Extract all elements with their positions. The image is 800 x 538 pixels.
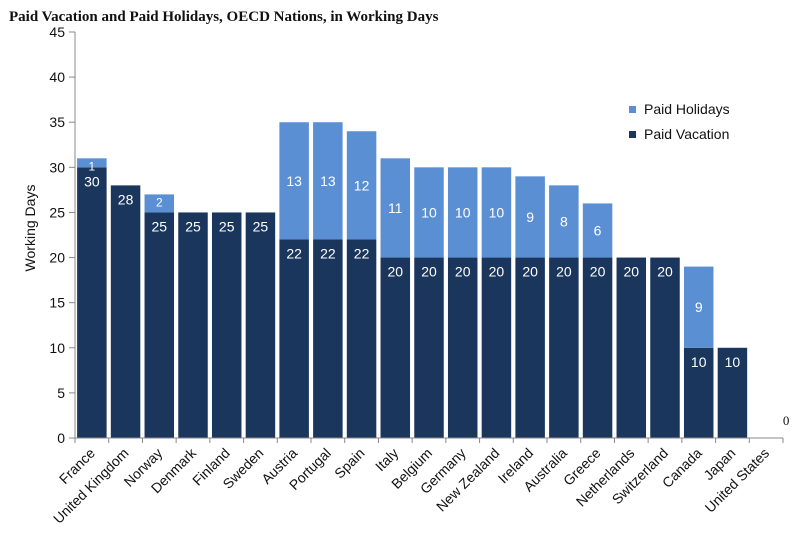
bar-paid-vacation (144, 212, 175, 438)
y-tick-label: 40 (49, 69, 65, 85)
bars: 301 28 25 2 25 25 25 22 13 22 13 22 12 20 11 20 10 20 10 20… (77, 122, 790, 439)
bar-paid-vacation (481, 257, 512, 438)
data-label-paid-holidays: 10 (489, 204, 505, 220)
bar-paid-holidays (481, 167, 512, 258)
y-tick-label: 35 (49, 114, 65, 130)
bar-paid-holidays (313, 122, 343, 240)
bar-paid-vacation (447, 257, 478, 438)
bar-paid-holidays (515, 176, 545, 258)
y-tick-label: 30 (49, 159, 65, 175)
bar-paid-vacation (414, 257, 444, 438)
data-label-paid-vacation: 20 (522, 264, 538, 280)
bar-paid-vacation (279, 239, 309, 438)
bar-paid-vacation (683, 347, 714, 438)
y-tick-label: 5 (57, 385, 65, 401)
data-label-paid-vacation: 20 (489, 264, 505, 280)
bar-paid-vacation (178, 212, 208, 438)
data-label-paid-vacation: 25 (253, 218, 269, 234)
data-label-paid-vacation: 20 (387, 264, 403, 280)
data-label-paid-holidays: 12 (354, 177, 370, 193)
bar-paid-vacation (313, 239, 343, 438)
bar-paid-vacation (650, 257, 680, 438)
bar-paid-vacation (77, 167, 107, 439)
data-label-paid-holidays: 8 (560, 213, 568, 229)
bar-paid-vacation (549, 257, 579, 438)
data-label-paid-holidays: 13 (320, 173, 336, 189)
bar-paid-holidays (346, 131, 377, 240)
data-label-paid-vacation: 28 (118, 191, 134, 207)
legend-swatch (629, 106, 636, 113)
legend-swatch (629, 131, 636, 138)
data-label-paid-vacation: 25 (151, 218, 167, 234)
y-tick-label: 15 (49, 295, 65, 311)
data-label-paid-vacation: 22 (354, 246, 370, 262)
data-label-paid-vacation: 20 (455, 264, 471, 280)
y-axis-label: Working Days (22, 185, 38, 272)
bar-paid-vacation (211, 212, 242, 438)
data-label-paid-vacation: 10 (725, 354, 741, 370)
bar-paid-holidays (549, 185, 579, 258)
bar-paid-vacation (717, 347, 748, 438)
y-tick-label: 45 (49, 24, 65, 40)
data-label-paid-vacation: 0 (783, 413, 790, 428)
bar-paid-holidays (414, 167, 444, 258)
y-tick-label: 0 (57, 430, 65, 446)
data-label-paid-holidays: 9 (526, 209, 534, 225)
data-label-paid-vacation: 20 (657, 264, 673, 280)
bar-paid-vacation (110, 185, 141, 438)
legend-label: Paid Vacation (644, 126, 729, 142)
bar-paid-vacation (515, 257, 545, 438)
data-label-paid-holidays: 10 (455, 204, 471, 220)
y-tick-label: 10 (49, 340, 65, 356)
bar-paid-holidays (279, 122, 309, 240)
data-label-paid-vacation: 22 (320, 246, 336, 262)
data-label-paid-vacation: 20 (421, 264, 437, 280)
y-tick-label: 25 (49, 204, 65, 220)
data-label-paid-holidays: 6 (594, 222, 602, 238)
data-label-paid-vacation: 20 (590, 264, 606, 280)
data-label-paid-holidays: 10 (421, 204, 437, 220)
data-label-paid-holidays: 2 (156, 195, 163, 209)
y-tick-label: 20 (49, 250, 65, 266)
data-label-paid-holidays: 1 (89, 159, 96, 173)
x-tick-label: Italy (372, 445, 401, 474)
bar-paid-holidays (683, 266, 714, 348)
legend-label: Paid Holidays (644, 101, 730, 117)
chart-title: Paid Vacation and Paid Holidays, OECD Na… (9, 9, 439, 25)
x-tick-label: Spain (331, 445, 368, 482)
bar-paid-vacation (616, 257, 647, 438)
legend: Paid Holidays Paid Vacation (629, 101, 730, 142)
y-axis: 0 5 10 15 20 25 30 35 40 45 (49, 24, 76, 446)
bar-paid-holidays (380, 158, 411, 258)
bar-paid-holidays (582, 203, 613, 258)
data-label-paid-holidays: 13 (286, 173, 302, 189)
data-label-paid-vacation: 22 (286, 246, 302, 262)
data-label-paid-holidays: 9 (695, 299, 703, 315)
data-label-paid-vacation: 10 (691, 354, 707, 370)
bar-paid-holidays (144, 194, 175, 213)
bar-paid-vacation (380, 257, 411, 438)
bar-paid-holidays (77, 158, 107, 168)
data-label-paid-vacation: 25 (185, 218, 201, 234)
data-label-paid-vacation: 30 (84, 173, 100, 189)
bar-paid-vacation (582, 257, 613, 438)
data-label-paid-vacation: 20 (623, 264, 639, 280)
data-label-paid-holidays: 11 (388, 200, 403, 216)
data-label-paid-vacation: 25 (219, 218, 235, 234)
bar-paid-vacation (245, 212, 276, 438)
data-label-paid-vacation: 20 (556, 264, 572, 280)
bar-paid-vacation (346, 239, 377, 438)
bar-paid-holidays (447, 167, 478, 258)
